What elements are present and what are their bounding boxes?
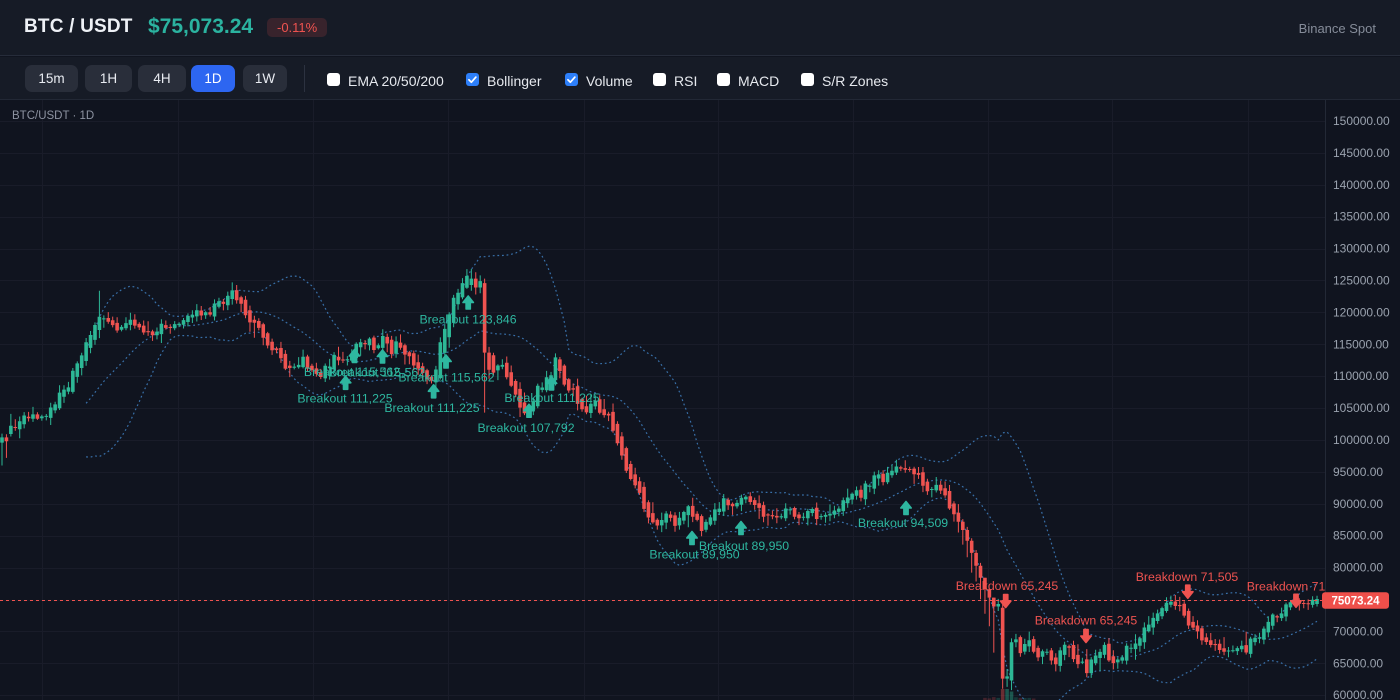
svg-text:Breakdown 71,505: Breakdown 71,505 [1136, 570, 1239, 584]
svg-text:Breakout 89,950: Breakout 89,950 [649, 548, 739, 562]
svg-text:145000.00: 145000.00 [1333, 146, 1390, 160]
svg-text:Breakout 115,562: Breakout 115,562 [304, 365, 400, 379]
svg-text:Breakout 111,225: Breakout 111,225 [504, 391, 599, 405]
svg-text:Breakout 89,950: Breakout 89,950 [699, 539, 789, 553]
svg-text:110000.00: 110000.00 [1333, 369, 1389, 383]
svg-text:75073.24: 75073.24 [1332, 596, 1381, 608]
svg-text:BTC/USDT · 1D: BTC/USDT · 1D [12, 110, 94, 122]
svg-text:100000.00: 100000.00 [1333, 433, 1390, 447]
svg-text:130000.00: 130000.00 [1333, 242, 1390, 256]
svg-text:Breakdown 65,245: Breakdown 65,245 [1035, 614, 1138, 628]
svg-text:Breakout 123,846: Breakout 123,846 [419, 313, 516, 327]
svg-text:120000.00: 120000.00 [1333, 305, 1390, 319]
svg-text:105000.00: 105000.00 [1333, 401, 1390, 415]
svg-text:150000.00: 150000.00 [1333, 114, 1390, 128]
svg-text:Breakout 94,509: Breakout 94,509 [858, 516, 948, 530]
svg-text:Breakout 107,792: Breakout 107,792 [477, 421, 574, 435]
svg-text:140000.00: 140000.00 [1333, 178, 1390, 192]
svg-text:135000.00: 135000.00 [1333, 210, 1390, 224]
svg-text:90000.00: 90000.00 [1333, 497, 1383, 511]
svg-text:70000.00: 70000.00 [1333, 624, 1383, 638]
svg-text:85000.00: 85000.00 [1333, 529, 1383, 543]
svg-text:115000.00: 115000.00 [1333, 337, 1389, 351]
svg-text:Breakout 115,562: Breakout 115,562 [398, 371, 494, 385]
svg-text:65000.00: 65000.00 [1333, 656, 1383, 670]
svg-text:Breakout 111,225: Breakout 111,225 [297, 392, 392, 406]
svg-text:Breakout 111,225: Breakout 111,225 [384, 401, 479, 415]
svg-text:60000.00: 60000.00 [1333, 688, 1383, 700]
svg-text:Breakdown 65,245: Breakdown 65,245 [956, 579, 1059, 593]
svg-text:Breakout 115,562: Breakout 115,562 [329, 366, 425, 380]
svg-text:125000.00: 125000.00 [1333, 274, 1390, 288]
svg-text:Breakdown 71,505: Breakdown 71,505 [1247, 580, 1350, 594]
svg-text:80000.00: 80000.00 [1333, 561, 1383, 575]
svg-text:95000.00: 95000.00 [1333, 465, 1383, 479]
